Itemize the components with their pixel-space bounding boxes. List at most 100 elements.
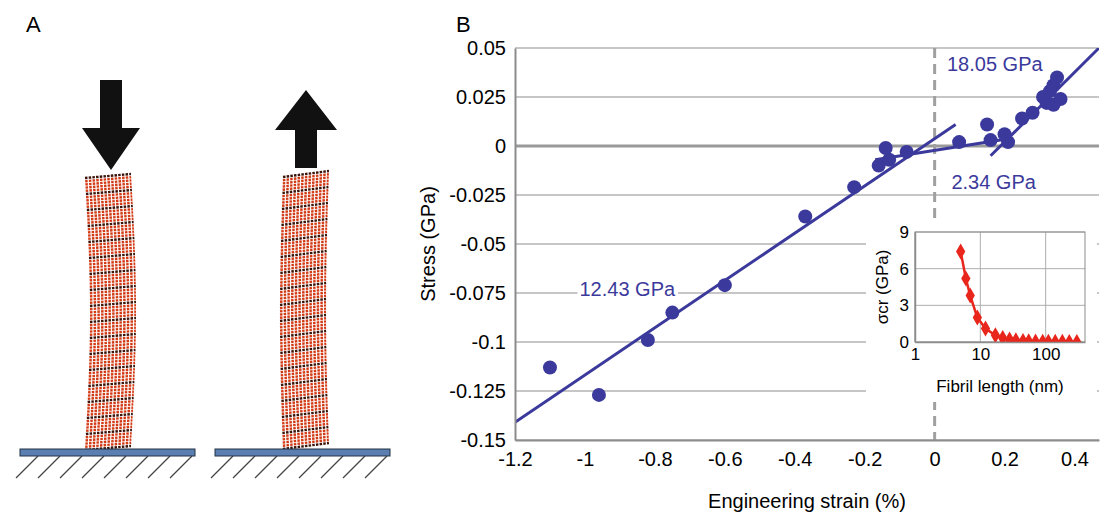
- data-point: [980, 117, 994, 131]
- y-tick-label: 3: [900, 296, 909, 315]
- hatch-line: [277, 456, 299, 478]
- grid-line-y: [915, 268, 1085, 269]
- y-tick-label: 0: [900, 333, 909, 352]
- fibril: [280, 171, 329, 449]
- hatch-line: [299, 456, 321, 478]
- x-axis-line: [516, 440, 1100, 442]
- plot-frame: [915, 232, 1085, 342]
- label-background: [949, 170, 1038, 194]
- grid: [915, 232, 1085, 342]
- x-tick-label: 0: [930, 448, 941, 470]
- x-axis-title: Fibril length (nm): [936, 377, 1064, 396]
- hatch-line: [38, 456, 60, 478]
- y-tick-label: -0.125: [449, 380, 506, 402]
- y-tick-label: -0.05: [460, 233, 506, 255]
- line-label: 12.43 GPa: [579, 278, 676, 300]
- y-tick-label: 0.025: [456, 86, 506, 108]
- data-point: [1065, 334, 1074, 342]
- data-point: [961, 270, 970, 286]
- grid-line-x: [980, 232, 981, 342]
- base-plate: [20, 449, 195, 456]
- hatch-line: [233, 456, 255, 478]
- hatch-line: [255, 456, 277, 478]
- y-tick-label: -0.075: [449, 282, 506, 304]
- y-tick-label: -0.15: [460, 429, 506, 451]
- y-tick: 6: [900, 260, 915, 279]
- data-point: [966, 287, 975, 303]
- y-tick: 0: [495, 135, 515, 157]
- base-support: [211, 449, 390, 478]
- inset-background: [866, 220, 1097, 402]
- main-chart: -1.2-1-0.8-0.6-0.4-0.200.20.4-0.15-0.125…: [417, 37, 1100, 512]
- series-line: [875, 138, 1011, 160]
- x-tick: 1: [911, 342, 920, 364]
- x-axis-title: Engineering strain (%): [708, 490, 906, 512]
- data-point: [973, 309, 982, 325]
- y-tick-label: 9: [900, 223, 909, 242]
- hatch-line: [82, 456, 104, 478]
- data-point: [879, 141, 893, 155]
- line-label: 2.34 GPa: [951, 171, 1036, 193]
- x-axis: -1.2-1-0.8-0.6-0.4-0.200.20.4: [498, 440, 1099, 470]
- y-tick: -0.025: [449, 184, 515, 206]
- x-tick: 10: [971, 342, 990, 364]
- x-tick: -0.2: [848, 440, 882, 470]
- figure-svg: AB-1.2-1-0.8-0.6-0.4-0.200.20.4-0.15-0.1…: [0, 0, 1120, 528]
- series-line: [961, 252, 1077, 342]
- y-tick: 0.05: [467, 37, 515, 59]
- x-tick: 0: [930, 440, 941, 470]
- hatch-line: [16, 456, 38, 478]
- label-background: [577, 277, 678, 301]
- y-tick-label: 0: [495, 135, 506, 157]
- data-point: [1072, 334, 1081, 342]
- inset-chart: 1101000369Fibril length (nm)σcr (GPa): [866, 220, 1097, 402]
- hatch-line: [126, 456, 148, 478]
- arrow-compression: [82, 80, 140, 170]
- x-tick: -0.6: [708, 440, 742, 470]
- x-axis: 110100: [911, 342, 1086, 364]
- x-tick-label: -0.2: [848, 448, 882, 470]
- grid: [515, 48, 1099, 440]
- hatch-line: [60, 456, 82, 478]
- x-tick-label: 1: [911, 345, 920, 364]
- y-tick: 0.025: [456, 86, 515, 108]
- x-tick-label: -1: [577, 448, 595, 470]
- base-support: [16, 449, 195, 478]
- label-background: [945, 52, 1046, 76]
- x-tick: -0.8: [638, 440, 672, 470]
- y-axis-title: Stress (GPa): [417, 186, 439, 302]
- hatch-line: [321, 456, 343, 478]
- base-plate: [215, 449, 390, 456]
- x-tick-label: -0.8: [638, 448, 672, 470]
- arrow-tension: [275, 90, 337, 168]
- x-tick: -0.4: [778, 440, 812, 470]
- y-axis: 0 3 6 9: [900, 223, 916, 352]
- y-axis-title: σcr (GPa): [873, 250, 892, 325]
- x-tick-label: -0.4: [778, 448, 812, 470]
- grid-line-y: [515, 439, 1099, 440]
- marks: [515, 48, 1099, 422]
- hatch-line: [211, 456, 233, 478]
- y-tick-label: -0.1: [472, 331, 506, 353]
- panel-label: A: [26, 12, 41, 37]
- data-point: [981, 320, 990, 336]
- y-tick-label: -0.025: [449, 184, 506, 206]
- fibril-row: [283, 443, 329, 449]
- figure: AB-1.2-1-0.8-0.6-0.4-0.200.20.4-0.15-0.1…: [0, 0, 1120, 528]
- y-tick: -0.15: [460, 429, 515, 451]
- y-axis-line: [915, 233, 917, 343]
- hatch-line: [365, 456, 387, 478]
- x-tick: 0.2: [991, 440, 1019, 470]
- y-tick: 9: [900, 223, 915, 242]
- hatch-line: [104, 456, 126, 478]
- hatch-line: [343, 456, 365, 478]
- y-tick: -0.075: [449, 282, 515, 304]
- y-axis: -0.15 -0.125 -0.1 -0.075 -0.05 -0.025 0 0.025 0.…: [449, 37, 515, 451]
- hatch-line: [148, 456, 170, 478]
- x-tick-label: -0.6: [708, 448, 742, 470]
- grid-line-y: [915, 305, 1085, 306]
- x-tick-label: 0.2: [991, 448, 1019, 470]
- grid-line-y: [515, 194, 1099, 195]
- x-axis-line: [916, 342, 1086, 344]
- x-tick: -1: [577, 440, 595, 470]
